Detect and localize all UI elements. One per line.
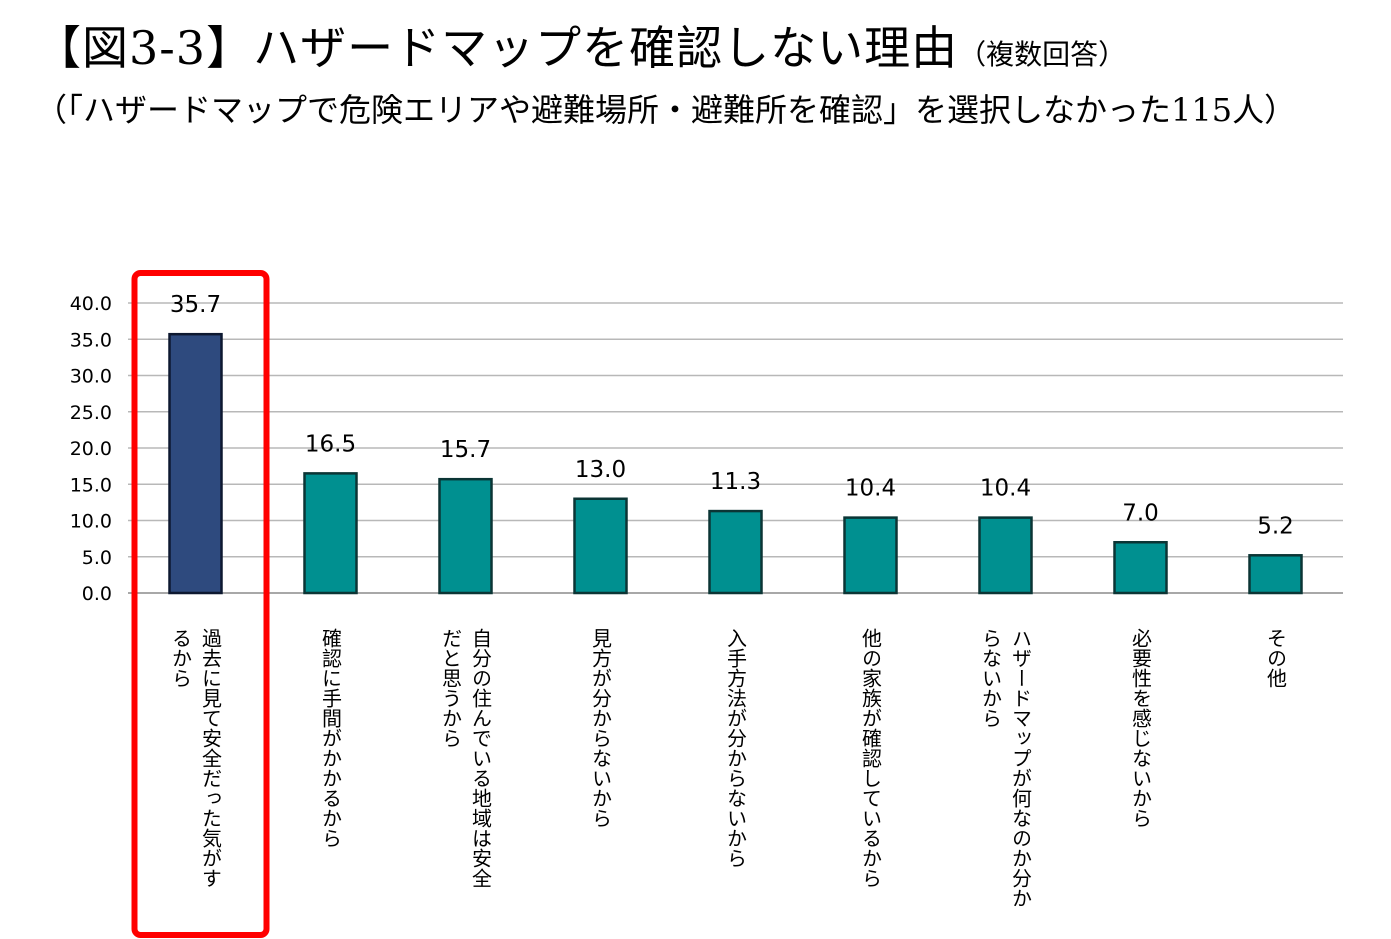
value-label: 15.7 [440,437,491,463]
chart-bars [168,332,1303,595]
y-tick-label: 25.0 [70,402,112,424]
category-label-line: 確認に手間がかかるから [319,628,343,848]
category-label-line: 必要性を感じないから [1129,628,1153,828]
category-label: 他の家族が確認しているから [859,628,883,888]
y-tick-label: 35.0 [70,329,112,351]
y-tick-label: 30.0 [70,366,112,388]
bar [843,516,898,595]
bar [1248,554,1303,595]
value-label: 10.4 [980,476,1031,502]
bar [438,477,493,595]
y-tick-label: 10.0 [70,511,112,533]
bar [708,509,763,595]
category-label-line: 他の家族が確認しているから [859,628,883,888]
category-label: 見方が分からないから [589,628,613,828]
value-label: 10.4 [845,476,896,502]
category-label: 必要性を感じないから [1129,628,1153,828]
figure-title: 【図3-3】ハザードマップを確認しない理由 [35,21,959,75]
figure-title-line: 【図3-3】ハザードマップを確認しない理由（複数回答） [35,18,1375,85]
category-label-line: 過去に見て安全だった気がす [199,628,223,888]
category-label-line: だと思うから [439,628,463,748]
value-label: 11.3 [710,469,761,495]
bar [978,516,1033,595]
y-tick-label: 5.0 [82,547,112,569]
y-axis-ticks: 0.0 5.0 10.0 15.0 20.0 25.0 30.0 35.0 40.0 [70,293,112,605]
bar [168,332,223,595]
category-label-line: ハザードマップが何なのか分か [1009,628,1033,908]
figure-header: 【図3-3】ハザードマップを確認しない理由（複数回答） （「ハザードマップで危険… [35,18,1375,133]
y-tick-label: 0.0 [82,583,112,605]
y-tick-label: 20.0 [70,438,112,460]
bar [1113,541,1168,595]
y-tick-label: 40.0 [70,293,112,315]
value-label: 5.2 [1257,513,1294,539]
category-label-line: 自分の住んでいる地域は安全 [469,628,493,888]
category-label: 確認に手間がかかるから [319,628,343,848]
figure-subtitle: （「ハザードマップで危険エリアや避難場所・避難所を確認」を選択しなかった115人… [35,91,1297,129]
y-tick-label: 15.0 [70,474,112,496]
category-label-line: らないから [979,628,1003,728]
category-label-line: るから [169,628,193,688]
bar [573,497,628,595]
category-label-line: 見方が分からないから [589,628,613,828]
figure-title-note: （複数回答） [958,38,1127,71]
value-labels: 35.7 16.5 15.7 13.0 11.3 10.4 10.4 7.0 5.2 [170,292,1294,539]
category-label: その他 [1264,628,1288,688]
category-label: 入手方法が分からないから [724,628,748,868]
value-label: 13.0 [575,457,626,483]
category-label-line: その他 [1264,628,1288,688]
value-label: 35.7 [170,292,221,318]
bar [303,472,358,595]
value-label: 16.5 [305,431,356,457]
highlight-frame [131,270,270,938]
value-label: 7.0 [1122,500,1159,526]
category-label-line: 入手方法が分からないから [724,628,748,868]
